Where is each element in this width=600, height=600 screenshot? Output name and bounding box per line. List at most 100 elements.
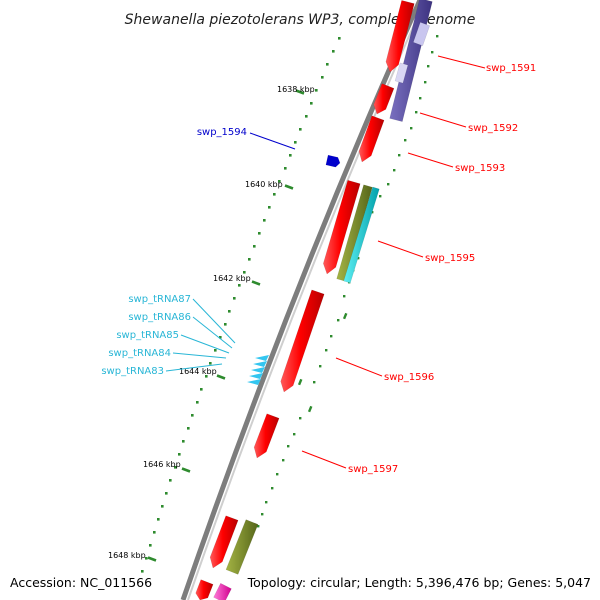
gene-label: swp_tRNA86 — [128, 312, 191, 323]
gc-dot — [263, 219, 266, 222]
kbp-tick — [251, 280, 261, 286]
gene-label: swp_tRNA83 — [101, 366, 164, 377]
gc-dot-track — [141, 35, 439, 573]
label-leader-line — [180, 334, 230, 354]
gc-dot-outer — [431, 51, 434, 54]
trna-block — [253, 361, 267, 367]
gc-dot — [219, 336, 222, 339]
label-leader-line — [335, 357, 383, 377]
kbp-tick — [284, 184, 294, 190]
cds-block-swp-1596 — [280, 289, 325, 393]
label-leader-line — [407, 152, 454, 168]
gc-dot — [338, 37, 341, 40]
cog-block — [225, 519, 259, 575]
gc-dot — [258, 232, 261, 235]
gc-dot-outer — [287, 445, 290, 448]
gene-label: swp_1596 — [384, 372, 434, 383]
gene-label: swp_1594 — [197, 127, 247, 138]
kbp-tick-label: 1648 kbp — [108, 551, 146, 560]
cds-block-swp-1592 — [373, 83, 395, 115]
blast-hit-light — [412, 21, 431, 47]
cds-block-swp-1597 — [253, 413, 280, 459]
label-leader-line — [192, 316, 233, 349]
gc-dot — [289, 154, 292, 157]
gene-label: swp_1595 — [425, 253, 475, 264]
cds-block-swp-1594 — [325, 154, 341, 168]
gc-dot-outer — [393, 169, 396, 172]
gc-dot — [310, 102, 313, 105]
gc-dot-outer — [319, 365, 322, 368]
label-leader-line — [172, 352, 227, 359]
map-title: Shewanella piezotolerans WP3, complete g… — [125, 12, 476, 28]
genome-backbone — [180, 0, 423, 600]
blast-hit-light — [394, 62, 409, 84]
gc-dot — [196, 401, 199, 404]
gc-dot-outer — [424, 81, 427, 84]
cds-block-swp-1595 — [323, 179, 361, 275]
kbp-tick-label: 1640 kbp — [245, 180, 283, 189]
gc-dot — [153, 531, 156, 534]
gc-dot — [169, 479, 172, 482]
gc-dot — [248, 258, 251, 261]
gc-dot — [253, 245, 256, 248]
label-leader-line — [437, 55, 486, 69]
trna-block — [251, 367, 265, 373]
gc-dot — [214, 349, 217, 352]
genome-stats-text: Topology: circular; Length: 5,396,476 bp… — [247, 575, 591, 590]
kbp-tick-label: 1642 kbp — [213, 274, 251, 283]
gene-label: swp_tRNA85 — [116, 330, 179, 341]
gc-dot — [243, 271, 246, 274]
kbp-tick-label: 1644 kbp — [179, 367, 217, 376]
kbp-tick-label: 1646 kbp — [143, 460, 181, 469]
gene-label-layer: swp_1591 swp_1592 swp_1593 swp_1594 swp_1595… — [101, 55, 536, 475]
gc-dot — [294, 141, 297, 144]
gc-dot-outer — [419, 97, 422, 100]
gc-dot — [278, 180, 281, 183]
kbp-tick — [147, 556, 157, 562]
gc-dot — [161, 505, 164, 508]
gc-dot-outer — [271, 487, 274, 490]
gc-dot — [326, 63, 329, 66]
gc-dot — [228, 310, 231, 313]
cog-block — [343, 186, 380, 284]
gc-dot — [233, 297, 236, 300]
gc-dot-outer — [343, 295, 346, 298]
gc-dash — [342, 312, 348, 320]
kbp-tick-label: 1638 kbp — [277, 85, 315, 94]
gc-dot-outer — [257, 525, 260, 528]
trna-block — [247, 379, 261, 385]
gc-dot — [178, 453, 181, 456]
gc-dot-outer — [282, 459, 285, 462]
gc-dot-outer — [387, 183, 390, 186]
gc-dot — [224, 323, 227, 326]
genome-backbone-shadow — [187, 0, 426, 600]
label-leader-line — [377, 240, 424, 258]
gc-dot-outer — [299, 417, 302, 420]
gc-dot-outer — [398, 154, 401, 157]
gc-dot — [332, 50, 335, 53]
gc-dot-outer — [330, 335, 333, 338]
gc-dot-outer — [404, 139, 407, 142]
kbp-tick — [216, 374, 226, 380]
trna-block — [255, 355, 269, 361]
gc-dot — [273, 193, 276, 196]
gc-dot — [200, 388, 203, 391]
accession-text: Accession: NC_011566 — [10, 575, 152, 590]
kbp-tick — [181, 467, 191, 473]
trna-block — [249, 373, 263, 379]
gc-dot-outer — [410, 127, 413, 130]
gene-label: swp_1593 — [455, 163, 505, 174]
gc-dot — [299, 128, 302, 131]
gene-label: swp_1592 — [468, 123, 518, 134]
gc-dot — [141, 570, 144, 573]
gc-dot — [209, 362, 212, 365]
gc-dot — [145, 557, 148, 560]
gc-dot-outer — [427, 65, 430, 68]
gc-dot — [191, 414, 194, 417]
gc-dot — [165, 492, 168, 495]
cog-block — [213, 582, 232, 600]
gc-dot-outer — [379, 195, 382, 198]
gc-dot-outer — [325, 349, 328, 352]
feature-track — [195, 0, 433, 600]
gc-dot-outer — [313, 381, 316, 384]
